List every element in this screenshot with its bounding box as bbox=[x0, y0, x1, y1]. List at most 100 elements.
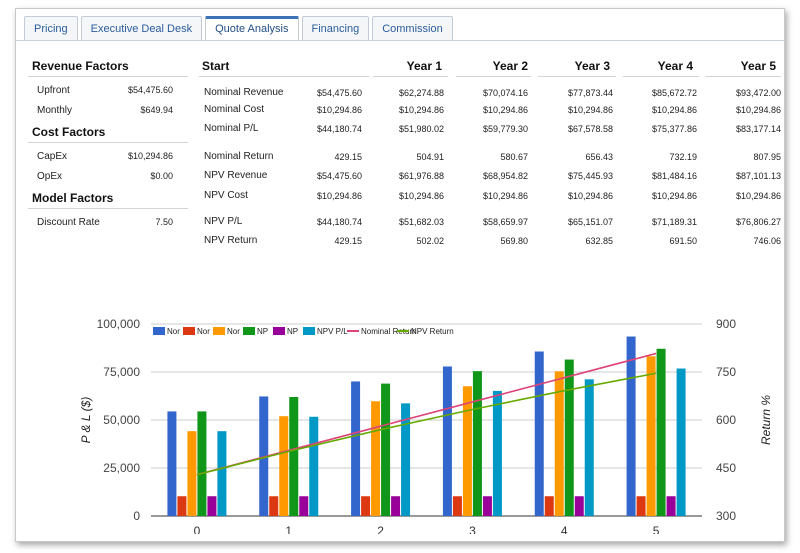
legend-label: NPV P/L bbox=[317, 327, 348, 336]
bar bbox=[574, 496, 584, 516]
table-header-year-2: Year 2 bbox=[492, 59, 528, 73]
table-cell: $68,954.82 bbox=[482, 171, 528, 181]
legend-swatch bbox=[243, 327, 255, 335]
x-tick-label: 0 bbox=[194, 524, 201, 534]
legend-swatch bbox=[303, 327, 315, 335]
divider bbox=[456, 76, 531, 77]
x-tick-label: 1 bbox=[285, 524, 292, 534]
tab-executive-deal-desk[interactable]: Executive Deal Desk bbox=[80, 16, 203, 40]
tab-bar: Pricing Executive Deal Desk Quote Analys… bbox=[24, 16, 453, 41]
bar bbox=[309, 416, 319, 516]
row-label: Nominal Cost bbox=[204, 104, 265, 115]
monthly-label: Monthly bbox=[37, 105, 73, 116]
bar bbox=[452, 496, 462, 516]
y-axis-title: P & L ($) bbox=[79, 397, 93, 444]
table-cell: $75,445.93 bbox=[567, 171, 613, 181]
bar bbox=[636, 496, 646, 516]
bar bbox=[401, 403, 411, 516]
table-cell: 429.15 bbox=[334, 152, 362, 162]
table-cell: $10,294.86 bbox=[398, 191, 444, 201]
bar bbox=[482, 496, 492, 516]
row-label: Nominal Return bbox=[204, 151, 274, 162]
tab-quote-analysis[interactable]: Quote Analysis bbox=[205, 16, 299, 40]
legend-swatch bbox=[213, 327, 225, 335]
y2-tick-label: 900 bbox=[716, 317, 736, 331]
tab-commission[interactable]: Commission bbox=[372, 16, 453, 40]
revenue-factors-title: Revenue Factors bbox=[32, 59, 129, 73]
capex-value: $10,294.86 bbox=[127, 151, 173, 161]
bar bbox=[299, 496, 309, 516]
bar bbox=[289, 397, 299, 516]
legend-swatch bbox=[273, 327, 285, 335]
table-cell: $65,151.07 bbox=[567, 217, 613, 227]
table-header-year-4: Year 4 bbox=[657, 59, 693, 73]
table-cell: $54,475.60 bbox=[316, 88, 362, 98]
bar bbox=[381, 383, 391, 516]
row-label: NPV Revenue bbox=[204, 170, 268, 181]
table-cell: $77,873.44 bbox=[567, 88, 613, 98]
bar bbox=[544, 496, 554, 516]
bar bbox=[472, 371, 482, 516]
bar bbox=[656, 348, 666, 516]
table-cell: $10,294.86 bbox=[651, 191, 697, 201]
tab-pricing[interactable]: Pricing bbox=[24, 16, 78, 40]
y-tick-label: 50,000 bbox=[103, 413, 140, 427]
table-cell: $10,294.86 bbox=[735, 105, 781, 115]
table-header-year-3: Year 3 bbox=[574, 59, 610, 73]
bar bbox=[279, 416, 289, 516]
legend-label: Nor bbox=[197, 327, 210, 336]
table-header-year-5: Year 5 bbox=[740, 59, 776, 73]
table-header-start: Start bbox=[202, 59, 230, 73]
legend-label: Nor bbox=[167, 327, 180, 336]
legend-label: NPV Return bbox=[411, 327, 454, 336]
table-cell: 504.91 bbox=[416, 152, 444, 162]
bar bbox=[626, 336, 636, 516]
table-cell: $81,484.16 bbox=[651, 171, 697, 181]
bar bbox=[666, 496, 676, 516]
table-cell: $61,976.88 bbox=[398, 171, 444, 181]
y-tick-label: 75,000 bbox=[103, 365, 140, 379]
legend-swatch bbox=[153, 327, 165, 335]
table-cell: $44,180.74 bbox=[316, 217, 362, 227]
divider bbox=[705, 76, 781, 77]
legend-label: Nominal Return bbox=[361, 327, 417, 336]
y-tick-label: 0 bbox=[133, 509, 140, 523]
table-cell: 656.43 bbox=[585, 152, 613, 162]
x-tick-label: 3 bbox=[469, 524, 476, 534]
table-cell: 502.02 bbox=[416, 236, 444, 246]
table-cell: 632.85 bbox=[585, 236, 613, 246]
discount-rate-label: Discount Rate bbox=[37, 217, 100, 228]
legend-label: NP bbox=[257, 327, 268, 336]
bar bbox=[207, 496, 217, 516]
bar bbox=[646, 356, 656, 516]
divider bbox=[373, 76, 448, 77]
table-cell: $76,806.27 bbox=[735, 217, 781, 227]
bar bbox=[361, 496, 371, 516]
bar bbox=[442, 366, 452, 516]
bar bbox=[197, 411, 207, 516]
table-cell: 691.50 bbox=[669, 236, 697, 246]
table-cell: $10,294.86 bbox=[316, 105, 362, 115]
y2-tick-label: 300 bbox=[716, 509, 736, 523]
bar bbox=[676, 368, 686, 516]
table-cell: $75,377.86 bbox=[651, 124, 697, 134]
bar bbox=[391, 496, 401, 516]
tab-financing[interactable]: Financing bbox=[301, 16, 370, 40]
divider bbox=[28, 208, 188, 209]
bar bbox=[167, 411, 177, 516]
table-cell: $51,980.02 bbox=[398, 124, 444, 134]
x-tick-label: 5 bbox=[653, 524, 660, 534]
table-cell: 807.95 bbox=[753, 152, 781, 162]
bar bbox=[492, 390, 502, 516]
y2-axis-title: Return % bbox=[759, 395, 773, 445]
divider bbox=[28, 76, 188, 77]
legend-swatch bbox=[183, 327, 195, 335]
table-cell: $83,177.14 bbox=[735, 124, 781, 134]
divider bbox=[199, 76, 369, 77]
table-cell: $44,180.74 bbox=[316, 124, 362, 134]
y-tick-label: 100,000 bbox=[97, 317, 141, 331]
upfront-value: $54,475.60 bbox=[127, 85, 173, 95]
series-line bbox=[196, 372, 657, 476]
bar bbox=[554, 371, 564, 516]
divider bbox=[623, 76, 699, 77]
